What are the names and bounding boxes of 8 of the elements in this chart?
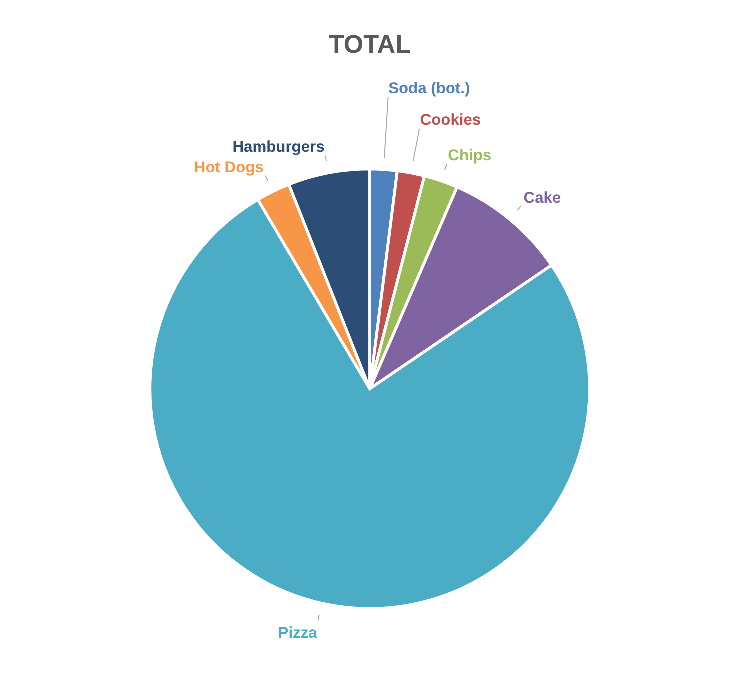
slice-label: Soda (bot.): [388, 80, 470, 98]
slice-label: Cake: [524, 190, 562, 208]
slice-label: Hamburgers: [232, 138, 326, 156]
slice-label: Hot Dogs: [194, 159, 264, 176]
slice-label: Pizza: [278, 625, 318, 642]
slice-label: Cookies: [420, 112, 482, 130]
chart-title: TOTAL: [328, 30, 412, 59]
slice-label: Chips: [448, 148, 492, 165]
